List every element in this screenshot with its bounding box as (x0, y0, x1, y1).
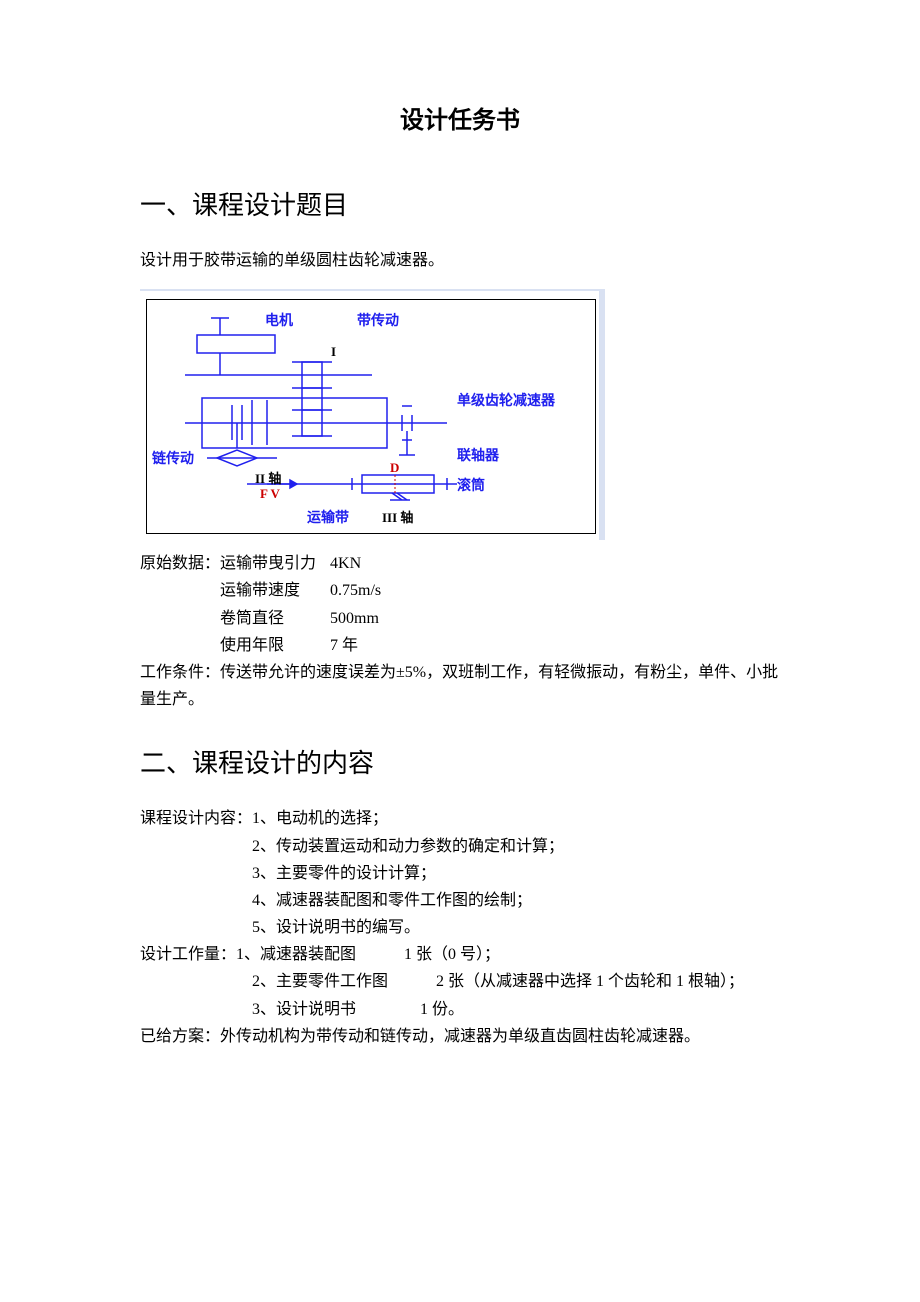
content-item-1: 2、传动装置运动和动力参数的确定和计算； (140, 833, 780, 860)
label-belt-drive: 带传动 (357, 312, 399, 329)
label-motor: 电机 (265, 312, 293, 329)
data-label-1: 运输带速度 (220, 577, 330, 604)
data-value-2: 500mm (330, 605, 379, 632)
design-content-block: 课程设计内容：1、电动机的选择； 2、传动装置运动和动力参数的确定和计算； 3、… (140, 805, 780, 941)
label-coupling: 联轴器 (457, 447, 500, 464)
label-conveyor: 运输带 (307, 509, 349, 526)
workload-label: 设计工作量： (140, 946, 236, 963)
data-value-0: 4KN (330, 550, 361, 577)
conditions-text: 传送带允许的速度误差为±5%，双班制工作，有轻微振动，有粉尘，单件、小批量生产。 (140, 664, 778, 708)
label-shaft-i: I (331, 344, 336, 359)
given-label: 已给方案： (140, 1028, 220, 1045)
working-conditions: 工作条件：传送带允许的速度误差为±5%，双班制工作，有轻微振动，有粉尘，单件、小… (140, 659, 780, 713)
workload-item-0: 1、减速器装配图 1 张（0 号）； (236, 946, 500, 963)
label-shaft-iii: III 轴 (382, 510, 413, 525)
label-shaft-ii: II 轴 (255, 471, 281, 486)
content-label: 课程设计内容： (140, 810, 252, 827)
diagram-frame: 电机 带传动 I 单级齿轮减速器 链传动 联轴器 II 轴 F V D 滚筒 运… (140, 289, 605, 540)
data-label-0: 运输带曳引力 (220, 550, 330, 577)
workload-item-2: 3、设计说明书 1 份。 (140, 996, 780, 1023)
label-drum: 滚筒 (457, 477, 485, 494)
label-gear-reducer: 单级齿轮减速器 (457, 392, 556, 409)
label-d: D (390, 460, 399, 475)
label-chain-drive: 链传动 (152, 450, 194, 467)
original-data-block: 原始数据： 运输带曳引力 4KN 运输带速度 0.75m/s 卷筒直径 500m… (140, 550, 780, 659)
content-item-0: 1、电动机的选择； (252, 810, 388, 827)
section1-intro: 设计用于胶带运输的单级圆柱齿轮减速器。 (140, 247, 780, 274)
page-title: 设计任务书 (140, 100, 780, 135)
original-data-label: 原始数据： (140, 550, 220, 577)
transmission-diagram: 电机 带传动 I 单级齿轮减速器 链传动 联轴器 II 轴 F V D 滚筒 运… (146, 299, 596, 534)
data-value-1: 0.75m/s (330, 577, 381, 604)
data-value-3: 7 年 (330, 632, 358, 659)
workload-block: 设计工作量：1、减速器装配图 1 张（0 号）； 2、主要零件工作图 2 张（从… (140, 941, 780, 1023)
section1-heading: 一、课程设计题目 (140, 185, 780, 222)
data-label-2: 卷筒直径 (220, 605, 330, 632)
given-scheme: 已给方案：外传动机构为带传动和链传动，减速器为单级直齿圆柱齿轮减速器。 (140, 1023, 780, 1050)
content-item-2: 3、主要零件的设计计算； (140, 860, 780, 887)
content-item-4: 5、设计说明书的编写。 (140, 914, 780, 941)
label-fv: F V (260, 486, 280, 501)
data-label-3: 使用年限 (220, 632, 330, 659)
given-text: 外传动机构为带传动和链传动，减速器为单级直齿圆柱齿轮减速器。 (220, 1028, 700, 1045)
content-item-3: 4、减速器装配图和零件工作图的绘制； (140, 887, 780, 914)
workload-item-1: 2、主要零件工作图 2 张（从减速器中选择 1 个齿轮和 1 根轴）； (252, 973, 744, 990)
section2-heading: 二、课程设计的内容 (140, 743, 780, 780)
conditions-label: 工作条件： (140, 664, 220, 681)
